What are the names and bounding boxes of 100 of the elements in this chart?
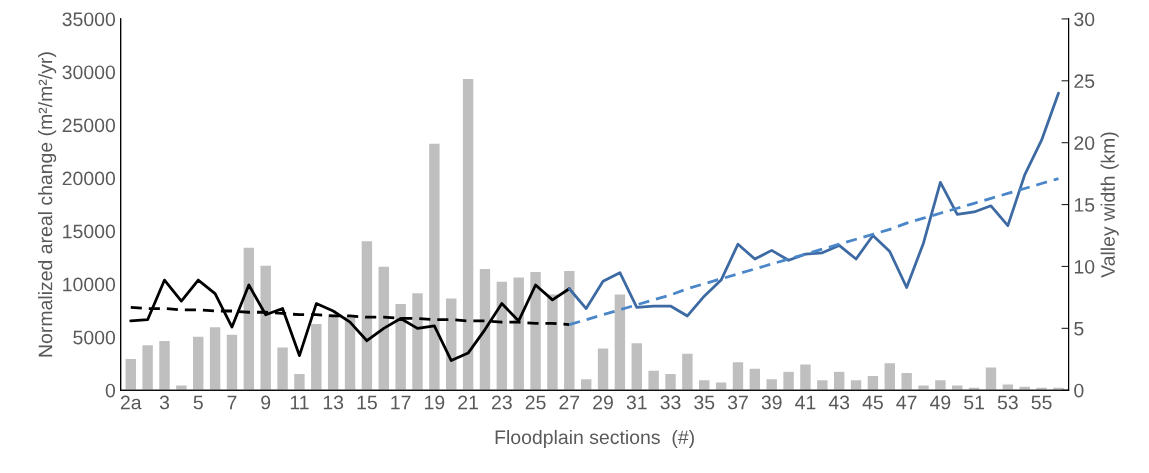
x-tick-label: 53 xyxy=(997,395,1018,410)
bar xyxy=(343,315,357,391)
x-tick-label: 31 xyxy=(626,395,647,410)
x-tick-label: 47 xyxy=(896,395,917,410)
bar xyxy=(967,386,981,391)
x-tick-label: 33 xyxy=(660,395,681,410)
bar xyxy=(883,361,897,391)
bar xyxy=(647,369,661,391)
bar xyxy=(1034,386,1049,391)
bar xyxy=(866,374,880,391)
bar xyxy=(275,346,290,391)
bar xyxy=(950,384,964,391)
bar xyxy=(630,341,644,391)
bar xyxy=(394,302,408,391)
bar xyxy=(309,322,323,391)
line-series xyxy=(129,278,571,362)
x-tick-label: 15 xyxy=(357,395,377,410)
bar xyxy=(832,370,846,391)
bar xyxy=(208,325,222,391)
y2-tick-label: 20 xyxy=(1074,136,1095,150)
bar xyxy=(427,142,441,391)
y-tick-label: 35000 xyxy=(62,12,116,27)
bar xyxy=(410,291,425,391)
bar xyxy=(174,384,188,391)
y-tick-label: 0 xyxy=(105,383,116,398)
x-tick-label: 45 xyxy=(862,395,883,410)
bar xyxy=(781,370,796,391)
x-tick-label: 13 xyxy=(323,395,344,410)
x-tick-label: 43 xyxy=(828,395,850,410)
y-tick-label: 20000 xyxy=(62,171,116,186)
x-tick-label: 29 xyxy=(593,395,613,410)
y2-tick-label: 10 xyxy=(1074,259,1095,274)
bar xyxy=(663,372,678,391)
y-tick-label: 25000 xyxy=(62,118,116,133)
bar xyxy=(748,367,762,391)
y2-tick-label: 0 xyxy=(1074,383,1084,398)
bar xyxy=(292,372,307,391)
x-tick-label: 27 xyxy=(559,395,580,410)
y2-axis-title: Valley width (km) xyxy=(1100,132,1119,278)
x-tick-label: 35 xyxy=(694,395,715,410)
x-tick-label: 17 xyxy=(391,395,411,410)
bar xyxy=(900,371,914,391)
bar xyxy=(697,378,711,391)
bar xyxy=(680,352,694,391)
bar xyxy=(191,335,205,391)
y-tick-label: 5000 xyxy=(73,330,116,345)
x-tick-label: 55 xyxy=(1031,395,1052,410)
bar xyxy=(360,239,374,391)
y-axis-title: Normalized areal change (m²/m²/yr) xyxy=(38,52,57,357)
x-tick-label: 39 xyxy=(761,395,782,410)
bar xyxy=(478,267,492,391)
x-tick-label: 5 xyxy=(193,395,203,410)
x-tick-label: 11 xyxy=(290,395,309,410)
bar xyxy=(377,265,391,391)
x-tick-label: 37 xyxy=(727,395,748,410)
bar xyxy=(798,363,813,391)
bar xyxy=(512,276,526,391)
bar xyxy=(933,378,947,391)
bar xyxy=(495,280,509,391)
bar xyxy=(545,292,560,391)
bar xyxy=(528,270,543,391)
bar xyxy=(157,339,172,391)
y-tick-label: 15000 xyxy=(63,224,116,239)
x-tick-label: 23 xyxy=(492,395,512,410)
y2-tick-label: 15 xyxy=(1074,198,1095,212)
bar xyxy=(613,292,627,391)
x-tick-label: 49 xyxy=(930,395,951,410)
bar xyxy=(596,347,610,391)
bar xyxy=(984,366,998,391)
y-tick-label: 30000 xyxy=(62,65,116,80)
bar xyxy=(579,377,593,391)
x-tick-label: 21 xyxy=(458,395,478,410)
bar xyxy=(916,384,931,391)
x-tick-label: 19 xyxy=(425,395,445,410)
y-tick-label: 10000 xyxy=(63,277,116,292)
x-tick-label: 7 xyxy=(227,395,237,410)
x-tick-label: 25 xyxy=(525,395,546,410)
line-series xyxy=(567,91,1060,318)
bar xyxy=(815,378,829,391)
bar xyxy=(765,377,779,391)
bar xyxy=(259,264,273,391)
y2-tick-label: 5 xyxy=(1074,322,1084,336)
x-tick-label: 9 xyxy=(261,395,271,410)
x-axis-title: Floodplain sections (#) xyxy=(495,429,694,448)
bar xyxy=(326,313,340,391)
x-tick-label: 3 xyxy=(159,395,170,410)
bar xyxy=(562,269,576,391)
bar xyxy=(225,333,239,391)
x-tick-label: 51 xyxy=(964,395,984,410)
bar xyxy=(1001,383,1015,391)
y2-tick-label: 25 xyxy=(1074,74,1095,89)
x-tick-label: 41 xyxy=(795,395,816,410)
bar xyxy=(849,378,863,391)
bar xyxy=(141,343,155,391)
bar xyxy=(1051,386,1066,391)
bar xyxy=(242,246,256,391)
bar xyxy=(461,77,475,391)
y2-tick-label: 30 xyxy=(1074,12,1095,27)
bar xyxy=(731,360,745,391)
bar xyxy=(124,357,138,391)
